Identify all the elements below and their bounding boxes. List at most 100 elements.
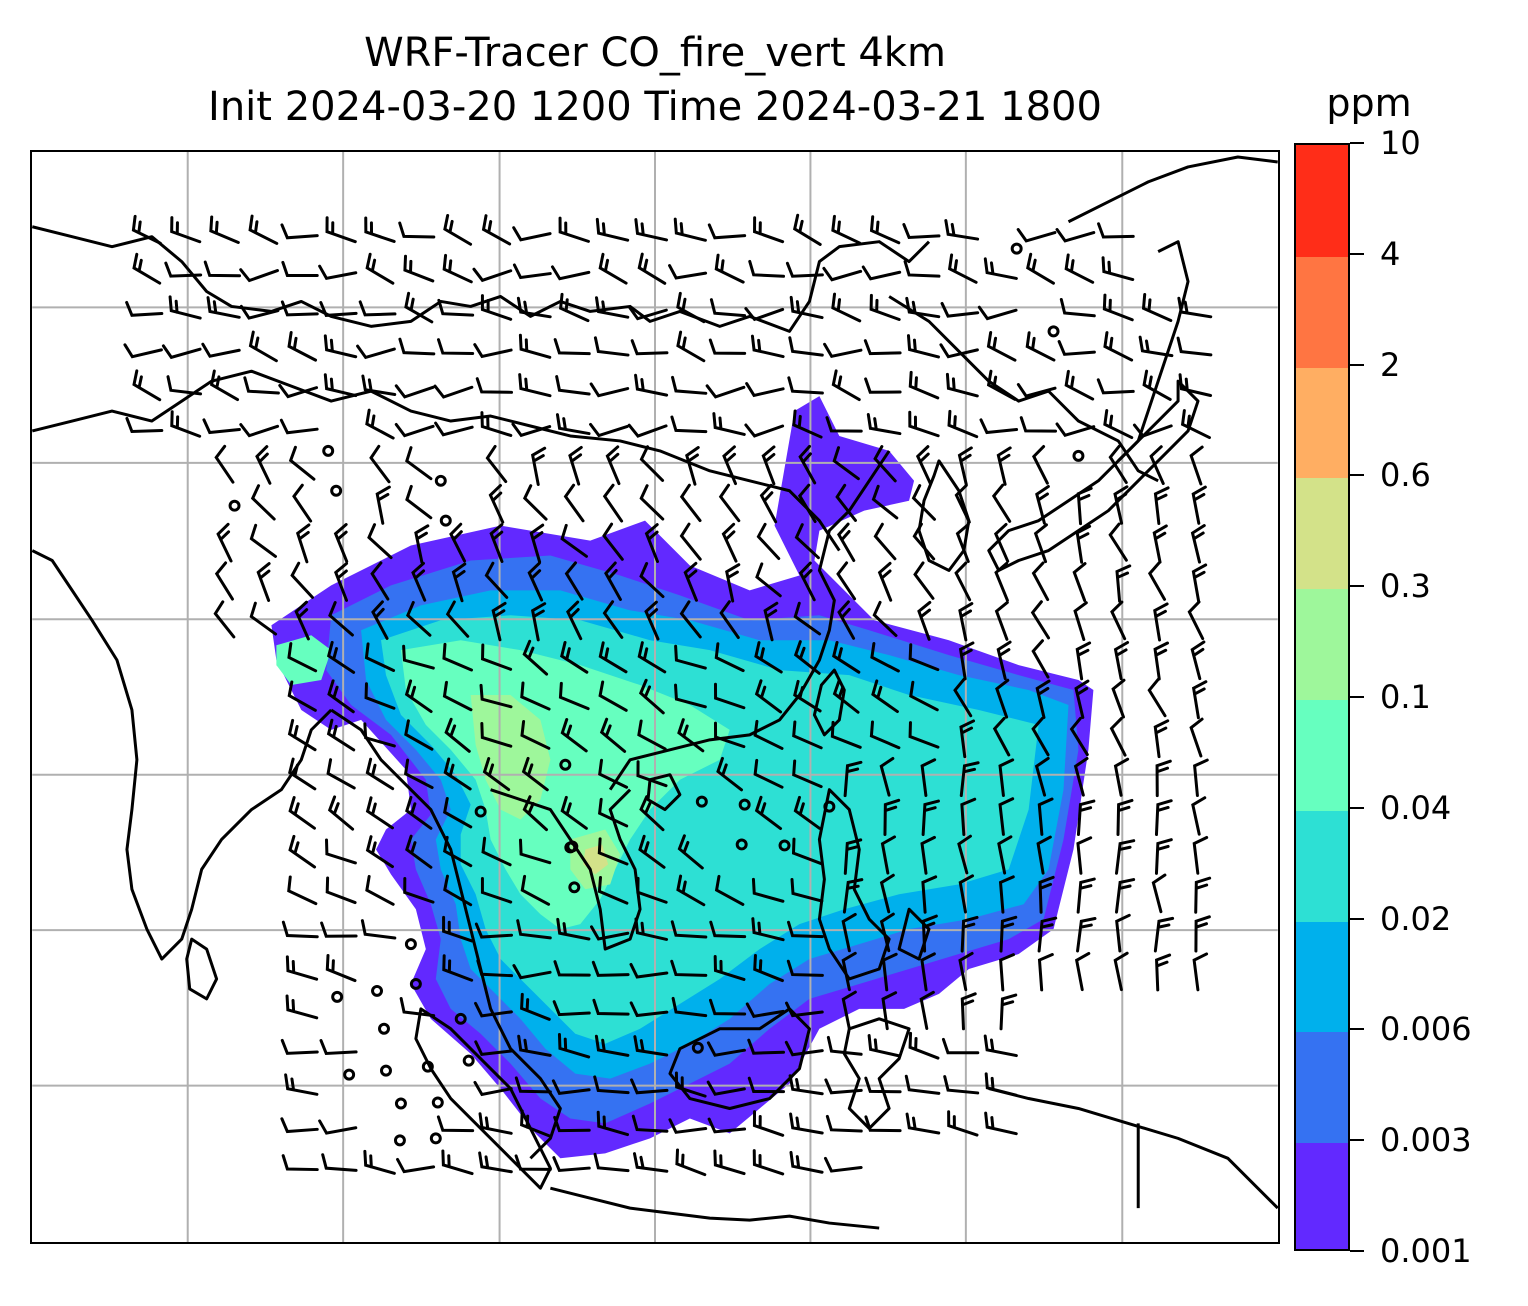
colorbar-tick-label: 0.04 bbox=[1380, 788, 1452, 827]
wind-barb bbox=[375, 485, 391, 525]
colorbar-tick bbox=[1350, 917, 1364, 920]
wind-barb bbox=[1064, 253, 1095, 284]
wind-barb bbox=[367, 523, 393, 560]
wind-barb bbox=[1108, 522, 1128, 562]
wind-barb bbox=[474, 922, 514, 939]
calm-wind-circle bbox=[778, 839, 791, 852]
wind-barb bbox=[1037, 916, 1058, 953]
wind-barb bbox=[877, 561, 893, 602]
wind-barb bbox=[285, 955, 319, 981]
wind-barb bbox=[831, 214, 862, 245]
wind-barb bbox=[1033, 523, 1048, 564]
wind-barb bbox=[984, 1111, 1018, 1136]
wind-barb bbox=[881, 991, 898, 1031]
coastline-far-east bbox=[1067, 155, 1278, 462]
wind-barb bbox=[552, 1156, 591, 1173]
wind-barb bbox=[476, 959, 514, 978]
border-northwest bbox=[32, 369, 841, 552]
border-korea-northeast bbox=[888, 295, 1159, 483]
wind-barb bbox=[1187, 600, 1205, 641]
wind-barb bbox=[747, 1076, 786, 1094]
colorbar bbox=[1294, 143, 1350, 1251]
colorbar-tick bbox=[1350, 1028, 1364, 1031]
wind-barb bbox=[239, 268, 279, 283]
wind-barb bbox=[1153, 719, 1170, 759]
wind-barb bbox=[986, 331, 1017, 362]
colorbar-tick-label: 0.003 bbox=[1380, 1121, 1472, 1160]
wind-barb bbox=[1178, 373, 1213, 398]
colorbar-tick-label: 0.001 bbox=[1380, 1232, 1472, 1270]
wind-barb bbox=[280, 1117, 319, 1134]
calm-wind-circle bbox=[1047, 325, 1060, 338]
wind-barb bbox=[1038, 875, 1055, 914]
wind-barb bbox=[639, 561, 665, 599]
wind-barb bbox=[558, 681, 590, 711]
wind-barb bbox=[553, 338, 591, 356]
wind-barb bbox=[1075, 641, 1092, 681]
wind-barb bbox=[404, 679, 433, 714]
wind-barb bbox=[713, 955, 746, 981]
wind-barb bbox=[132, 252, 162, 285]
wind-barb bbox=[602, 522, 624, 561]
wind-barb bbox=[1138, 335, 1174, 358]
wind-barb bbox=[363, 1149, 396, 1175]
wind-barb bbox=[443, 835, 473, 868]
wind-barb bbox=[406, 600, 432, 637]
wind-barb bbox=[1110, 600, 1127, 641]
wind-barb bbox=[441, 1149, 474, 1176]
wind-barb bbox=[707, 223, 747, 240]
wind-barb bbox=[288, 757, 317, 791]
wind-barb bbox=[239, 423, 280, 438]
wind-barb bbox=[214, 561, 234, 601]
wind-barb bbox=[518, 373, 552, 398]
wind-barb bbox=[753, 216, 785, 244]
wind-barb bbox=[1074, 679, 1090, 720]
wind-barb bbox=[631, 1114, 669, 1133]
wind-barb bbox=[203, 260, 242, 278]
wind-barb bbox=[557, 1032, 591, 1059]
wind-barb bbox=[522, 639, 549, 676]
wind-barb bbox=[287, 642, 318, 673]
wind-barb bbox=[529, 523, 545, 564]
wind-barb bbox=[955, 523, 970, 563]
wind-barb bbox=[1016, 228, 1057, 243]
calm-wind-circle bbox=[421, 1060, 434, 1073]
wind-barb bbox=[325, 876, 357, 905]
calm-wind-circle bbox=[691, 1041, 704, 1054]
calm-wind-circle bbox=[695, 795, 708, 808]
wind-barb bbox=[405, 484, 433, 520]
wind-barb bbox=[1072, 562, 1087, 602]
wind-barb bbox=[866, 413, 902, 436]
wind-barb bbox=[679, 600, 702, 639]
wind-barb bbox=[595, 217, 630, 242]
wind-barb bbox=[239, 304, 280, 320]
wind-barb bbox=[999, 993, 1018, 1031]
wind-barb bbox=[443, 757, 472, 791]
wind-barb bbox=[842, 878, 864, 914]
wind-barb bbox=[371, 600, 389, 640]
wind-barb bbox=[905, 1112, 941, 1135]
wind-barb bbox=[593, 1152, 630, 1173]
wind-barb bbox=[836, 522, 856, 562]
wind-barb bbox=[917, 600, 932, 641]
wind-barb bbox=[908, 721, 940, 749]
wind-barb bbox=[997, 835, 1013, 875]
wind-barb bbox=[473, 343, 513, 359]
coastline-hainan bbox=[646, 773, 682, 812]
calm-wind-circle bbox=[404, 938, 417, 951]
wind-barb bbox=[484, 561, 509, 599]
wind-barb bbox=[1115, 564, 1132, 603]
wind-barb bbox=[356, 344, 396, 360]
wind-barb bbox=[986, 369, 1017, 401]
wind-barb bbox=[674, 1071, 707, 1098]
wind-barb bbox=[670, 959, 708, 977]
wind-barb bbox=[442, 680, 473, 712]
wind-barb bbox=[870, 642, 900, 673]
wind-barb bbox=[514, 1154, 552, 1171]
wind-barb bbox=[1064, 369, 1095, 401]
wind-barb bbox=[365, 408, 395, 440]
wind-barb bbox=[512, 226, 552, 242]
wind-barb bbox=[1180, 409, 1211, 440]
wind-barb bbox=[674, 644, 707, 670]
wind-barb bbox=[909, 680, 939, 712]
